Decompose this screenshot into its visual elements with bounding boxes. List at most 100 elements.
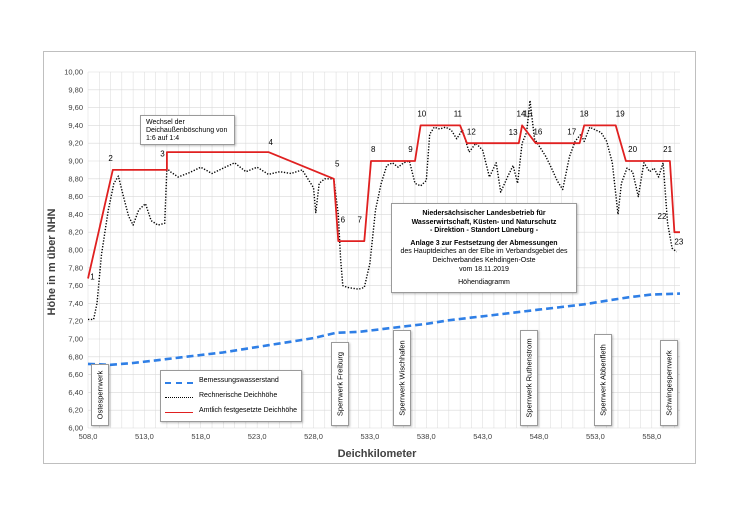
x-axis-title: Deichkilometer [338,448,418,460]
sluice-label-box: Sperrwerk Wischhafen [393,330,412,426]
point-label: 22 [658,212,667,221]
point-label: 3 [160,150,165,159]
point-label: 21 [663,145,672,154]
point-label: 19 [616,110,625,119]
point-label: 20 [628,145,637,154]
series-line-dotted [88,99,678,321]
x-tick-label: 558,0 [642,432,661,441]
point-label: 9 [408,145,413,154]
sluice-label: Sperrwerk Ruthenstrom [524,338,534,418]
sluice-label: Sperrwerk Abbenfleth [598,344,608,416]
info-line: Niedersächsischer Landesbetrieb für [422,210,546,217]
point-label: 12 [467,127,476,136]
y-tick-label: 9,80 [68,85,83,94]
point-label: 7 [358,215,363,224]
x-tick-label: 518,0 [191,432,210,441]
y-tick-label: 10,00 [64,68,83,77]
x-tick-label: 528,0 [304,432,323,441]
y-tick-label: 8,60 [68,192,83,201]
y-tick-label: 7,40 [68,299,83,308]
y-tick-label: 9,40 [68,121,83,130]
x-tick-label: 538,0 [417,432,436,441]
y-tick-label: 7,20 [68,317,83,326]
x-tick-label: 553,0 [586,432,605,441]
info-line: des Hauptdeiches an der Elbe im Verbands… [400,248,568,256]
sluice-label-box: Sperrwerk Freiburg [331,342,350,426]
point-label: 17 [567,127,576,136]
y-tick-label: 8,40 [68,210,83,219]
point-label: 16 [533,127,542,136]
y-axis-title: Höhe in m über NHN [46,208,58,315]
legend-item-rechnerisch: Rechnerische Deichhöhe [161,392,301,404]
point-label: 5 [335,159,340,168]
sluice-label-box: Schwingesperrwerk [659,340,678,426]
point-label: 18 [580,110,589,119]
y-tick-label: 9,60 [68,103,83,112]
y-tick-label: 7,80 [68,263,83,272]
legend-swatch-dotted [165,397,193,398]
info-line: vom 18.11.2019 [459,265,509,273]
series-line-solid [87,124,680,279]
legend-swatch-dashed [165,382,193,384]
grid [87,71,680,429]
legend-swatch-solid [165,412,193,413]
info-line: Deichverbandes Kehdingen-Oste [432,256,536,264]
x-tick-label: 533,0 [361,432,380,441]
y-tick-label: 8,00 [68,246,83,255]
point-label: 8 [371,145,376,154]
note-line: Wechsel der [146,119,185,126]
legend-label: Bemessungswasserstand [199,377,279,384]
y-tick-label: 6,00 [68,424,83,433]
point-label: 15 [523,110,532,119]
y-tick-label: 6,40 [68,388,83,397]
x-tick-label: 508,0 [79,432,98,441]
title-info-box: Niedersächsischer Landesbetrieb für Wass… [391,203,577,293]
x-tick-label: 523,0 [248,432,267,441]
y-tick-label: 8,20 [68,228,83,237]
y-tick-labels: 6,00 6,20 6,40 6,60 6,80 7,00 7,20 7,40 7,60 7,80… [64,68,83,433]
y-tick-label: 7,60 [68,281,83,290]
note-line: Deichaußenböschung von [146,127,228,134]
info-line: - Direktion - Standort Lüneburg - [429,227,539,235]
note-line: 1:6 auf 1:4 [146,135,180,142]
sluice-label: Schwingesperrwerk [664,350,674,416]
legend-item-bemessung: Bemessungswasserstand [161,377,301,389]
x-tick-label: 513,0 [135,432,154,441]
sluice-label-box: Sperrwerk Ruthenstrom [519,330,538,426]
y-tick-label: 6,20 [68,406,83,415]
info-line: Anlage 3 zur Festsetzung der Abmessungen [410,239,558,247]
y-tick-label: 6,60 [68,370,83,379]
y-tick-label: 9,20 [68,139,83,148]
sluice-label: Ostesperrwerk [95,370,105,420]
point-label: 1 [90,272,95,281]
y-tick-label: 6,80 [68,352,83,361]
x-tick-label: 543,0 [473,432,492,441]
legend-item-amtlich: Amtlich festgesetzte Deichhöhe [161,407,301,419]
sluice-label-box: Ostesperrwerk [91,364,110,426]
point-label: 14 [517,110,526,119]
point-label: 4 [268,138,273,147]
x-tick-labels: 508,0 513,0 518,0 523,0 528,0 533,0 538,0 543,0… [79,432,662,441]
y-tick-label: 9,00 [68,157,83,166]
y-tick-label: 7,00 [68,335,83,344]
x-tick-label: 548,0 [530,432,549,441]
point-label: 10 [417,110,426,119]
sluice-label-box: Sperrwerk Abbenfleth [594,334,613,426]
slope-change-note: Wechsel der Deichaußenböschung von 1:6 a… [140,115,235,145]
info-line: Höhendiagramm [458,279,510,287]
point-label: 11 [454,110,463,119]
point-label: 23 [674,238,683,247]
y-tick-label: 8,80 [68,174,83,183]
point-label: 6 [341,215,346,224]
legend: Bemessungswasserstand Rechnerische Deich… [160,370,302,422]
series-line-dashed [87,292,681,367]
sluice-label: Sperrwerk Freiburg [335,351,345,417]
sluice-label: Sperrwerk Wischhafen [397,340,407,416]
legend-label: Amtlich festgesetzte Deichhöhe [199,407,298,414]
info-line: Wasserwirtschaft, Küsten- und Naturschut… [411,218,557,226]
legend-label: Rechnerische Deichhöhe [199,392,278,399]
point-label: 13 [509,128,518,137]
point-label: 2 [108,154,113,163]
